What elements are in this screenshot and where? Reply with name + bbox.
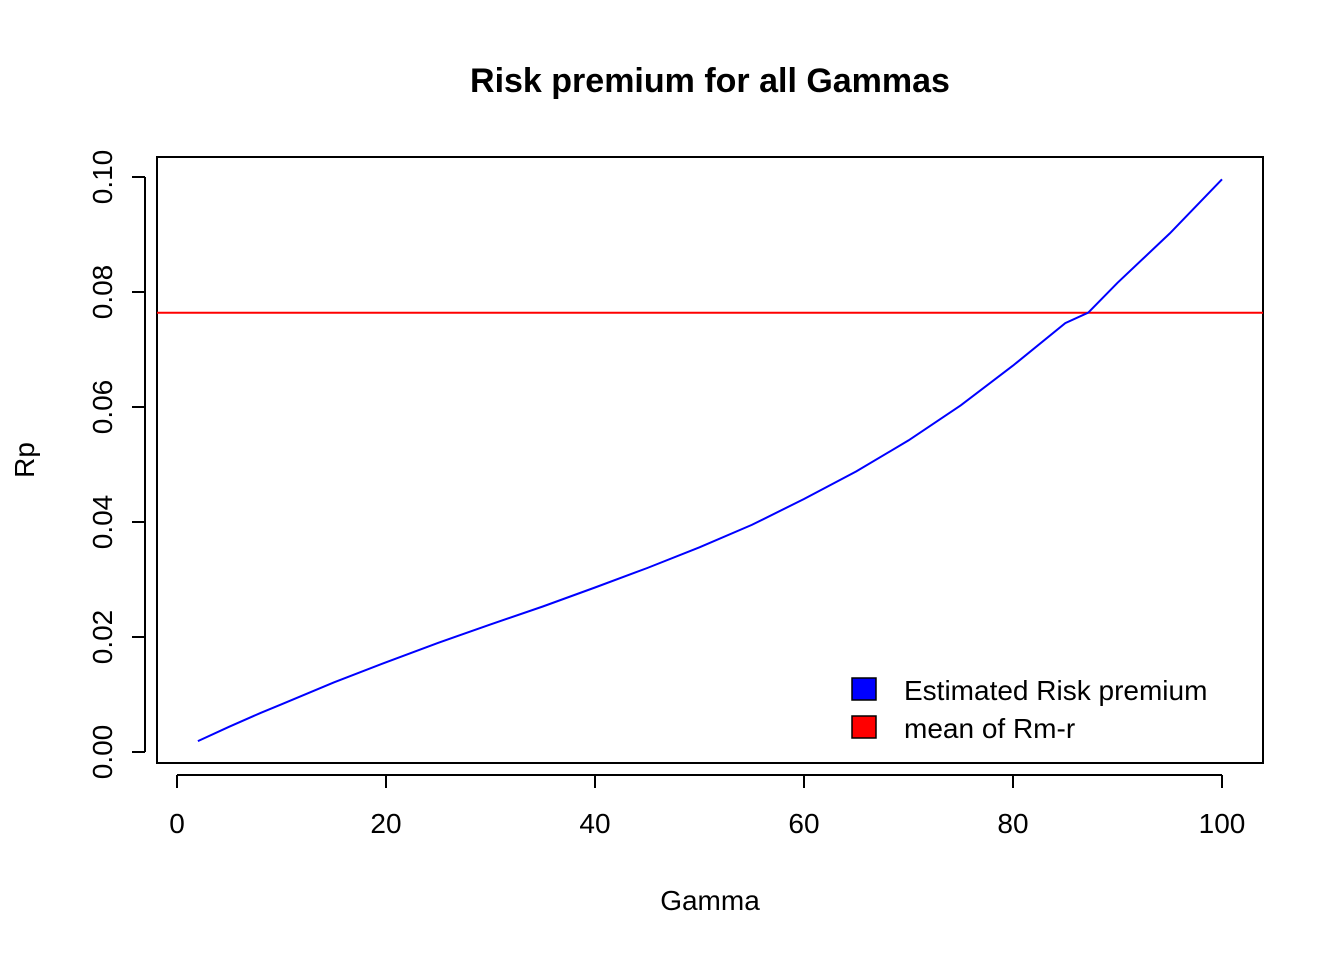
legend-swatch-estimated bbox=[851, 677, 877, 701]
axes: 0 20 40 60 80 100 0.00 0.02 0.04 0.06 0.08 0.10 bbox=[87, 150, 1264, 839]
risk-premium-line bbox=[197, 178, 1223, 743]
y-tick-label: 0.08 bbox=[87, 265, 118, 320]
y-tick-label: 0.00 bbox=[87, 725, 118, 780]
y-tick-label: 0.10 bbox=[87, 150, 118, 205]
x-tick-label: 40 bbox=[579, 808, 610, 839]
y-axis-label: Rp bbox=[9, 442, 40, 478]
chart-title: Risk premium for all Gammas bbox=[470, 62, 950, 100]
x-tick-label: 80 bbox=[997, 808, 1028, 839]
x-tick-label: 0 bbox=[169, 808, 185, 839]
legend-label: mean of Rm-r bbox=[904, 713, 1075, 744]
legend-swatch-mean bbox=[851, 715, 877, 739]
y-tick-label: 0.04 bbox=[87, 495, 118, 550]
x-tick-label: 100 bbox=[1199, 808, 1246, 839]
plot-frame bbox=[156, 156, 1264, 764]
x-axis-label: Gamma bbox=[660, 885, 760, 916]
y-tick-label: 0.02 bbox=[87, 610, 118, 665]
plot-area bbox=[157, 178, 1263, 743]
legend: Estimated Risk premium mean of Rm-r bbox=[851, 675, 1207, 744]
y-tick-label: 0.06 bbox=[87, 380, 118, 435]
legend-label: Estimated Risk premium bbox=[904, 675, 1207, 706]
x-tick-label: 60 bbox=[788, 808, 819, 839]
x-tick-label: 20 bbox=[370, 808, 401, 839]
